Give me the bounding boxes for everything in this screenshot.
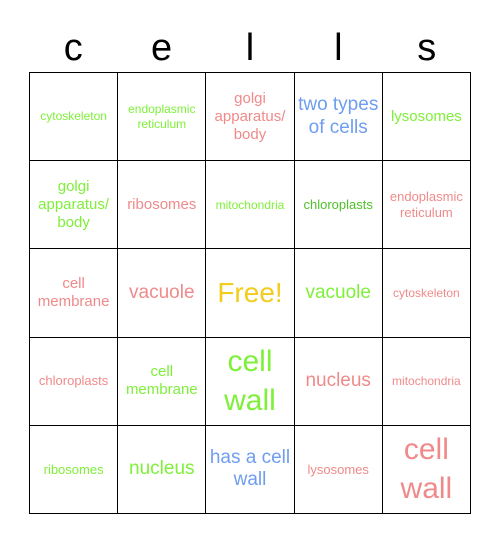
bingo-square[interactable]: cell wall <box>206 337 295 426</box>
bingo-grid: cytoskeleton endoplasmic reticulum golgi… <box>29 72 471 514</box>
title-letter: s <box>417 27 437 69</box>
bingo-square[interactable]: mitochondria <box>382 337 471 426</box>
bingo-square[interactable]: nucleus <box>294 337 383 426</box>
bingo-square[interactable]: chloroplasts <box>30 337 119 426</box>
bingo-square[interactable]: vacuole <box>294 249 383 338</box>
bingo-square[interactable]: ribosomes <box>118 161 207 250</box>
bingo-square[interactable]: vacuole <box>118 249 207 338</box>
bingo-square[interactable]: ribosomes <box>30 425 119 514</box>
title-letter: l <box>245 27 255 69</box>
bingo-square[interactable]: nucleus <box>118 425 207 514</box>
bingo-square[interactable]: cytoskeleton <box>382 249 471 338</box>
bingo-square[interactable]: chloroplasts <box>294 161 383 250</box>
title-letter: c <box>63 27 83 69</box>
free-space[interactable]: Free! <box>206 249 295 338</box>
bingo-square[interactable]: golgi apparatus/ body <box>30 161 119 250</box>
bingo-square[interactable]: lysosomes <box>294 425 383 514</box>
title-letter: l <box>334 27 343 69</box>
bingo-square[interactable]: two types of cells <box>294 73 383 162</box>
bingo-square[interactable]: lysosomes <box>382 73 471 162</box>
bingo-square[interactable]: cell wall <box>382 425 471 514</box>
bingo-square[interactable]: has a cell wall <box>206 425 295 514</box>
bingo-square[interactable]: golgi apparatus/ body <box>206 73 295 162</box>
title-letter: e <box>151 27 173 69</box>
bingo-square[interactable]: mitochondria <box>206 161 295 250</box>
bingo-square[interactable]: cell membrane <box>30 249 119 338</box>
bingo-square[interactable]: cell membrane <box>118 337 207 426</box>
bingo-square[interactable]: endoplasmic reticulum <box>382 161 471 250</box>
bingo-square[interactable]: cytoskeleton <box>30 73 119 162</box>
bingo-title: c e l l s <box>29 24 471 72</box>
bingo-square[interactable]: endoplasmic reticulum <box>118 73 207 162</box>
